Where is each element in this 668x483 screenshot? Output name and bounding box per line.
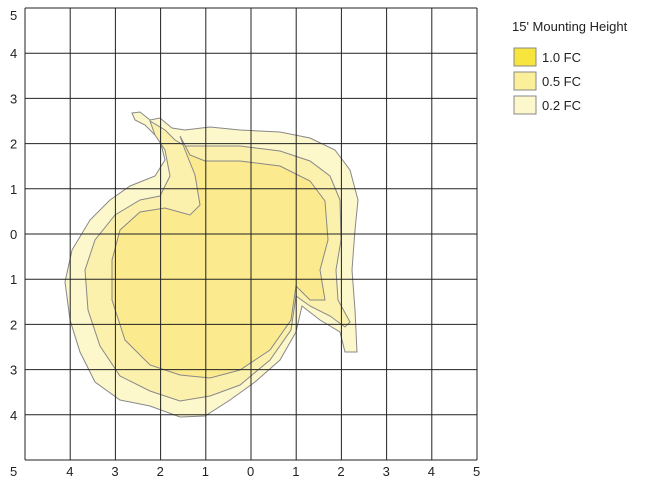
diagram-title: 15' Mounting Height <box>512 19 628 34</box>
legend-swatch <box>513 71 537 91</box>
x-axis-label: 4 <box>66 464 73 479</box>
x-axis-label: 1 <box>202 464 209 479</box>
legend-swatch <box>513 95 537 115</box>
x-axis-label: 5 <box>10 464 17 479</box>
legend-label: 0.5 FC <box>542 74 581 89</box>
x-axis-label: 5 <box>473 464 480 479</box>
x-axis-label: 2 <box>337 464 344 479</box>
y-axis-label: 2 <box>10 317 17 332</box>
x-axis-label: 3 <box>111 464 118 479</box>
x-axis-label: 0 <box>247 464 254 479</box>
y-axis-label: 1 <box>10 182 17 197</box>
legend-swatch <box>513 47 537 67</box>
y-axis-label: 3 <box>10 91 17 106</box>
y-axis-label: 4 <box>10 408 17 423</box>
x-axis-label: 3 <box>383 464 390 479</box>
y-axis-label: 5 <box>10 8 17 23</box>
grid-overlay <box>24 7 478 461</box>
y-axis-label: 3 <box>10 363 17 378</box>
x-axis-label: 2 <box>157 464 164 479</box>
x-axis-label: 4 <box>428 464 435 479</box>
legend-label: 1.0 FC <box>542 50 581 65</box>
y-axis-label: 0 <box>10 227 17 242</box>
y-axis-label: 2 <box>10 137 17 152</box>
legend-label: 0.2 FC <box>542 98 581 113</box>
y-axis-label: 4 <box>10 46 17 61</box>
y-axis-label: 1 <box>10 272 17 287</box>
x-axis-label: 1 <box>292 464 299 479</box>
